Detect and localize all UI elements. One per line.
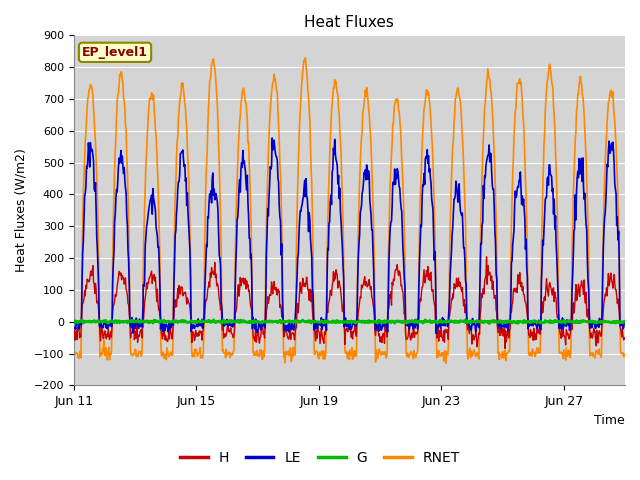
Legend: H, LE, G, RNET: H, LE, G, RNET: [174, 445, 466, 471]
Line: G: G: [74, 320, 625, 324]
H: [483, 254, 490, 260]
Line: LE: LE: [74, 138, 625, 333]
G: [90, 318, 97, 324]
H: [270, 279, 278, 285]
RNET: [200, 350, 207, 356]
G: [382, 319, 390, 325]
X-axis label: Time: Time: [595, 414, 625, 427]
G: [200, 319, 207, 324]
LE: [70, 325, 77, 331]
H: [382, 328, 390, 334]
Text: EP_level1: EP_level1: [82, 46, 148, 59]
H: [90, 279, 97, 285]
H: [516, 270, 524, 276]
LE: [621, 318, 628, 324]
H: [501, 346, 509, 351]
RNET: [442, 360, 449, 366]
LE: [432, 330, 440, 336]
G: [621, 319, 628, 324]
RNET: [383, 355, 390, 361]
RNET: [516, 76, 524, 82]
H: [300, 283, 307, 288]
LE: [271, 144, 278, 150]
LE: [200, 321, 207, 326]
Title: Heat Fluxes: Heat Fluxes: [305, 15, 394, 30]
Y-axis label: Heat Fluxes (W/m2): Heat Fluxes (W/m2): [15, 148, 28, 272]
G: [516, 318, 524, 324]
LE: [300, 184, 308, 190]
LE: [383, 323, 390, 328]
G: [461, 317, 469, 323]
RNET: [301, 55, 309, 61]
RNET: [270, 72, 278, 77]
RNET: [70, 351, 77, 357]
Line: H: H: [74, 257, 625, 348]
G: [70, 320, 77, 325]
RNET: [300, 61, 307, 67]
G: [485, 321, 493, 326]
LE: [516, 176, 524, 182]
RNET: [621, 351, 628, 357]
G: [300, 318, 307, 324]
H: [621, 335, 628, 341]
H: [200, 327, 207, 333]
Line: RNET: RNET: [74, 58, 625, 363]
G: [270, 319, 278, 324]
LE: [268, 135, 276, 141]
LE: [90, 159, 97, 165]
H: [70, 333, 77, 338]
RNET: [90, 106, 97, 112]
